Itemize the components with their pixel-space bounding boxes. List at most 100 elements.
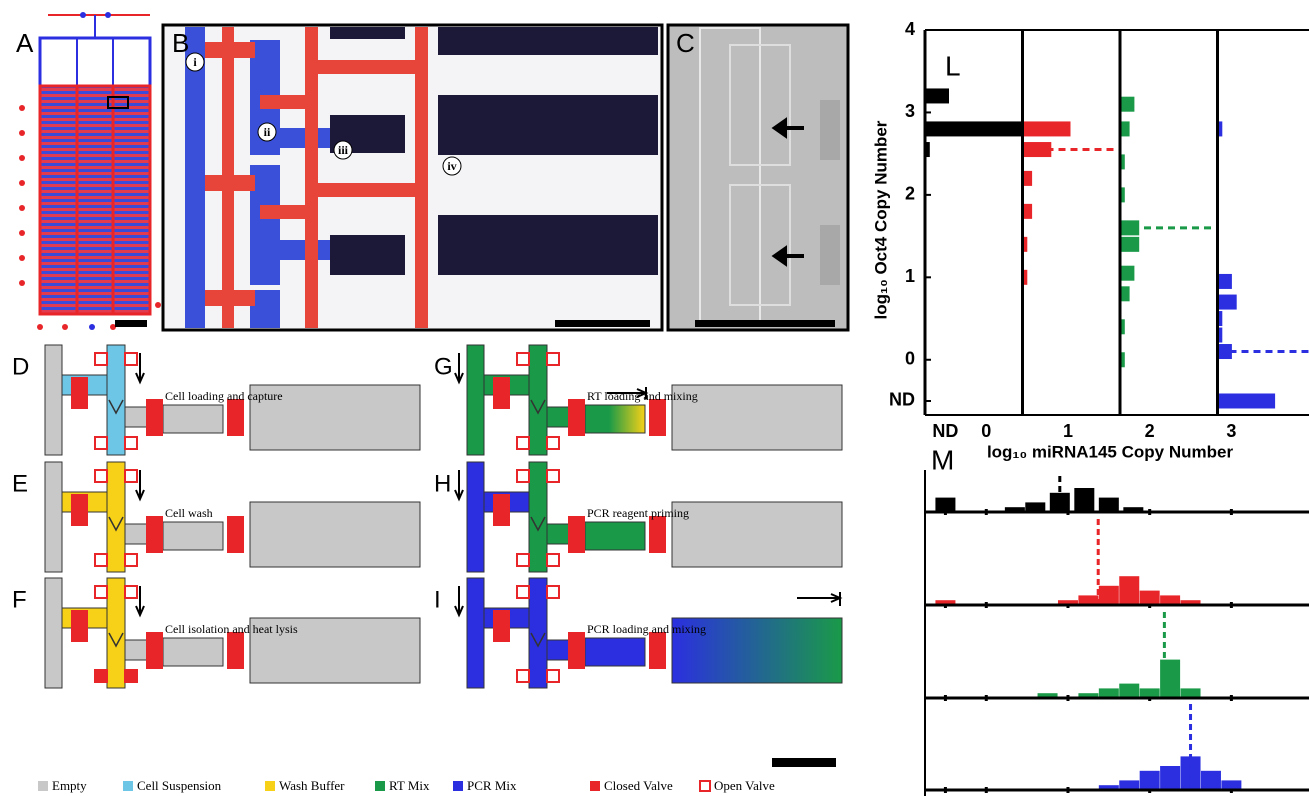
legend-label: Closed Valve	[604, 778, 673, 793]
step-schematic: RT loading and mixing	[455, 345, 842, 455]
closed-valve	[95, 670, 107, 682]
closed-valve	[228, 633, 243, 668]
closed-valve	[494, 378, 509, 408]
closed-valve	[569, 400, 584, 435]
panel-label: E	[12, 470, 28, 497]
open-valve	[547, 437, 559, 449]
panel-label: L	[945, 50, 961, 81]
scale-bar	[772, 758, 836, 767]
open-valve	[547, 670, 559, 682]
closed-valve	[228, 517, 243, 552]
open-valve	[95, 470, 107, 482]
open-valve	[95, 437, 107, 449]
histogram-bar	[935, 498, 955, 512]
y-axis-label: log₁₀ Oct4 Copy Number	[871, 120, 890, 319]
legend-swatch	[38, 781, 48, 791]
open-valve	[547, 554, 559, 566]
open-valve	[95, 353, 107, 365]
channel	[163, 405, 223, 433]
step-schematic: Cell loading and capture	[45, 345, 420, 455]
closed-valve	[569, 517, 584, 552]
x-tick-label: 2	[1145, 421, 1155, 441]
chamber-label: ii	[264, 125, 271, 139]
open-valve	[125, 470, 137, 482]
flow-arrow	[455, 470, 463, 499]
x-tick-label: ND	[932, 421, 958, 441]
step-schematic: PCR reagent priming	[455, 462, 842, 572]
channel	[672, 502, 842, 567]
channel	[467, 462, 484, 572]
closed-valve	[569, 633, 584, 668]
closed-valve	[125, 670, 137, 682]
histogram-bar	[1120, 237, 1139, 252]
channel	[467, 578, 484, 688]
y-tick-label: 3	[905, 101, 915, 121]
panel-label: H	[434, 470, 451, 497]
open-valve	[547, 586, 559, 598]
channel	[585, 638, 645, 666]
flow-arrow	[455, 586, 463, 615]
closed-valve	[147, 517, 162, 552]
legend-label: Cell Suspension	[137, 778, 222, 793]
open-valve	[517, 353, 529, 365]
histogram-bar	[925, 88, 949, 103]
panel-label: G	[434, 353, 453, 380]
closed-valve	[650, 400, 665, 435]
open-valve	[125, 437, 137, 449]
x-tick-label: 1	[1063, 421, 1073, 441]
open-valve	[547, 353, 559, 365]
closed-valve	[147, 400, 162, 435]
histogram-bar	[1119, 576, 1139, 605]
open-valve	[547, 470, 559, 482]
flow-arrow	[797, 592, 840, 606]
legend-swatch	[265, 781, 275, 791]
channel	[547, 524, 569, 544]
channel	[45, 578, 62, 688]
channel	[250, 502, 420, 567]
channel	[125, 407, 147, 427]
legend-label: RT Mix	[389, 778, 430, 793]
closed-valve	[650, 517, 665, 552]
x-axis-label: log₁₀ miRNA145 Copy Number	[987, 442, 1234, 461]
legend-swatch	[375, 781, 385, 791]
step-caption: Cell wash	[165, 506, 213, 520]
closed-valve	[494, 495, 509, 525]
panel-label: M	[931, 444, 954, 475]
channel	[163, 638, 223, 666]
open-valve	[95, 586, 107, 598]
channel	[585, 405, 645, 433]
channel	[125, 640, 147, 660]
panel-label: A	[16, 28, 34, 58]
channel	[547, 407, 569, 427]
channel	[45, 345, 62, 455]
open-valve	[125, 554, 137, 566]
y-tick-label: 4	[905, 19, 915, 39]
figure: ABCiiiiiiivCell loading and captureDCell…	[0, 0, 1309, 796]
legend-swatch	[453, 781, 463, 791]
panel-label: B	[172, 28, 189, 58]
step-caption: Cell isolation and heat lysis	[165, 622, 298, 636]
channel	[585, 522, 645, 550]
micrograph-c	[668, 25, 848, 330]
step-schematic: Cell wash	[45, 462, 420, 572]
closed-valve	[494, 611, 509, 641]
chip-overview	[19, 12, 161, 330]
chamber-label: iv	[447, 159, 456, 173]
open-valve	[125, 353, 137, 365]
histogram-bar	[1218, 393, 1276, 408]
histogram-bar	[1201, 771, 1221, 790]
closed-valve	[228, 400, 243, 435]
y-tick-label: ND	[889, 390, 915, 410]
chamber-label: iii	[338, 143, 349, 157]
micrograph-b	[163, 25, 662, 330]
channel	[547, 640, 569, 660]
step-caption: RT loading and mixing	[587, 389, 698, 403]
panel-label: D	[12, 353, 29, 380]
panel-label: I	[434, 586, 441, 613]
step-caption: Cell loading and capture	[165, 389, 283, 403]
histogram-bar	[1023, 121, 1071, 136]
legend-label: Open Valve	[714, 778, 775, 793]
legend-swatch	[700, 781, 710, 791]
histogram-bar	[1120, 97, 1134, 112]
channel	[125, 524, 147, 544]
